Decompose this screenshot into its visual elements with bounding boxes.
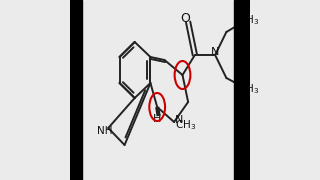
Text: O: O (180, 12, 190, 25)
Text: N: N (211, 47, 220, 57)
Text: CH$_3$: CH$_3$ (238, 82, 259, 96)
Text: CH$_3$: CH$_3$ (238, 13, 259, 27)
Text: CH$_3$: CH$_3$ (175, 118, 196, 132)
Text: H: H (153, 114, 162, 124)
Text: N: N (175, 115, 183, 125)
Bar (234, 0, 250, 180)
Text: NH: NH (97, 126, 112, 136)
Bar (70, 0, 82, 180)
